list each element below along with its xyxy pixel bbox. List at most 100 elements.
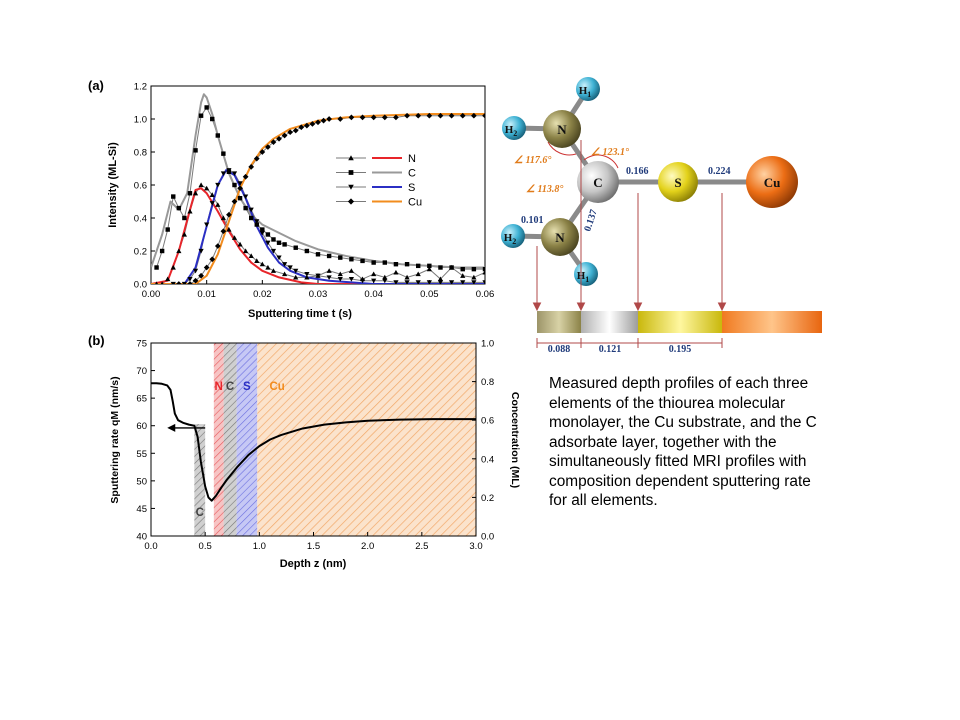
series-s-point [181, 281, 187, 284]
panel-b-left-tick-label: 65 [136, 394, 147, 405]
series-c-point [293, 245, 298, 250]
series-s-point [437, 280, 444, 284]
series-c-point [315, 252, 321, 257]
series-cu-point [237, 185, 243, 192]
series-cu-fit-line [151, 113, 485, 284]
angle-label-123: ∠ 123.1° [591, 147, 629, 158]
series-cu-point [270, 139, 277, 145]
series-cu-point [437, 112, 444, 119]
series-n-fit-line [151, 187, 485, 284]
projection-lines [532, 140, 727, 312]
series-c-point [237, 195, 243, 201]
series-n-point [231, 235, 238, 240]
series-c-point [193, 148, 198, 153]
series-cu-point [226, 211, 232, 218]
legend-s-label: S [408, 182, 415, 194]
series-s-point [359, 278, 366, 284]
panel-b-left-tick-label: 60 [136, 421, 147, 432]
bond-length-n-h: 0.101 [521, 215, 544, 226]
region-c-label: C [196, 507, 204, 519]
series-s-point [315, 273, 321, 279]
angle-arc-123 [583, 154, 619, 169]
series-n-point [337, 271, 343, 277]
svg-text:H2: H2 [505, 124, 518, 138]
series-n-point [259, 261, 265, 267]
series-n-point [226, 226, 232, 232]
series-c-point [176, 205, 182, 211]
atom-n-top: N [543, 110, 581, 148]
series-cu-point [348, 114, 355, 121]
panel-a-x-tick-label: 0.04 [364, 289, 383, 300]
series-c-point [187, 191, 193, 196]
series-c-point [276, 240, 282, 245]
series-s-point [482, 280, 485, 284]
svg-text:H2: H2 [504, 232, 517, 246]
series-n-point [209, 192, 215, 197]
series-s-point [371, 278, 377, 284]
panel-a-plot-area: 0.00 0.01 0.02 0.03 0.04 0.05 0.06 0.0 0.2 0.4 0.6… [134, 82, 494, 301]
panel-b-right-tick-label: 0.2 [481, 493, 494, 504]
series-n-point [482, 269, 485, 275]
series-cu-point [482, 112, 485, 119]
atom-h2-bottom: H2 [501, 224, 525, 248]
series-c-point [271, 237, 276, 242]
series-cu-point [337, 116, 344, 122]
panel-a-series-group [151, 93, 485, 284]
series-s-point [471, 280, 477, 284]
series-n-point [265, 264, 271, 270]
series-cu-point [381, 114, 388, 121]
series-c-point [438, 265, 443, 270]
panel-b-left-tick-label: 55 [136, 449, 147, 460]
series-cu-point [209, 256, 216, 263]
panel-a-y-tick-label: 0.4 [134, 214, 147, 225]
series-c-point [182, 215, 187, 221]
series-n-point [415, 271, 421, 277]
series-cu-point [214, 243, 221, 249]
series-n-point [371, 271, 377, 277]
series-c-point [154, 265, 159, 270]
series-s-point [243, 194, 249, 200]
panel-b-right-tick-label: 0.8 [481, 377, 494, 388]
series-n-point [237, 241, 243, 247]
series-c-point [360, 258, 365, 264]
series-n-point [304, 274, 310, 280]
panel-a-x-tick-label: 0.01 [197, 289, 216, 300]
panel-a-y-axis-label: Intensity (ML-Si) [107, 142, 119, 228]
series-n-point [181, 231, 187, 237]
series-s-point [404, 280, 410, 284]
layer-bar-s [638, 311, 722, 333]
series-c-point [198, 113, 204, 118]
legend-cu-label: Cu [408, 197, 422, 209]
panel-b-left-tick-label: 40 [136, 532, 147, 543]
series-cu-point [459, 112, 466, 119]
series-c-point [415, 263, 421, 269]
layer-width-c: 0.121 [599, 344, 622, 355]
panel-a-label: (a) [88, 78, 104, 93]
legend-n-marker [348, 155, 354, 161]
layer-width-n: 0.088 [548, 344, 571, 355]
panel-b-sputtering-rate-chart: (b) CN C S Cu0.0 0.5 1.0 1.5 2.0 2.5 3.0404550556… [88, 333, 521, 570]
atom-c: C [577, 161, 619, 203]
series-cu-point [359, 114, 366, 121]
svg-text:S: S [674, 175, 681, 190]
series-s-point [282, 262, 288, 267]
series-n-point [382, 274, 388, 280]
series-c-point [371, 260, 376, 265]
region-s-label: S [243, 381, 251, 393]
series-n-point [215, 202, 221, 207]
series-c-point [232, 182, 237, 188]
panel-b-x-tick-label: 3.0 [469, 541, 482, 552]
series-n-point [282, 271, 288, 277]
panel-a-y-tick-label: 0.2 [134, 247, 147, 258]
series-s-point [426, 280, 432, 284]
panel-b-left-axis-label: Sputtering rate qM (nm/s) [109, 376, 121, 503]
series-c-point [171, 194, 176, 199]
series-cu-point [320, 117, 327, 124]
series-s-point [304, 272, 310, 277]
series-s-point [198, 248, 204, 254]
panel-a-frame [150, 85, 486, 285]
panel-b-plot-area: CN C S Cu0.0 0.5 1.0 1.5 2.0 2.5 3.04045505560657… [136, 339, 494, 553]
series-s-point [248, 207, 254, 213]
layer-bar-c [581, 311, 638, 333]
